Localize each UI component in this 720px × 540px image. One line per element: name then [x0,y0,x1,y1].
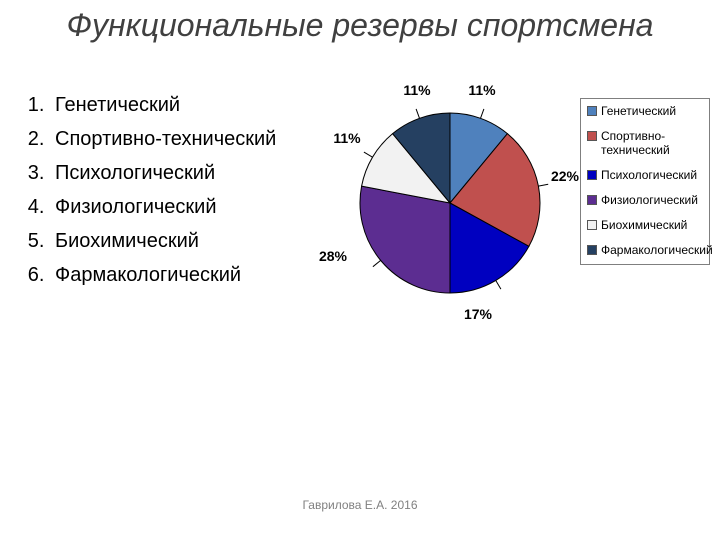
legend-label: Генетический [601,105,676,118]
legend-box: Генетический Спортивно-технический Психо… [580,98,710,264]
pie-slice-label: 17% [464,306,492,322]
legend-label: Биохимический [601,219,687,232]
legend-label: Физиологический [601,194,698,207]
legend-column: Генетический Спортивно-технический Психо… [580,88,720,264]
list-column: Генетический Спортивно-технический Психо… [0,88,310,292]
list-item: Биохимический [50,224,310,258]
legend-item: Биохимический [587,219,705,232]
list-item: Психологический [50,156,310,190]
legend-swatch [587,170,597,180]
pie-slice-label: 22% [551,168,579,184]
legend-swatch [587,195,597,205]
slide: Функциональные резервы спортсмена Генети… [0,0,720,540]
leader-line [481,109,484,118]
list-item: Генетический [50,88,310,122]
slide-body: Генетический Спортивно-технический Психо… [0,88,720,308]
legend-label: Психологический [601,169,697,182]
legend-swatch [587,106,597,116]
legend-label: Фармакологический [601,244,713,257]
legend-item: Спортивно-технический [587,130,705,156]
leader-line [416,109,419,118]
legend-item: Физиологический [587,194,705,207]
list-item: Фармакологический [50,258,310,292]
legend-item: Фармакологический [587,244,705,257]
leader-line [496,281,501,290]
legend-swatch [587,131,597,141]
leader-line [538,184,548,186]
legend-label: Спортивно-технический [601,130,705,156]
pie-slice-label: 11% [468,82,495,98]
legend-swatch [587,220,597,230]
list-item: Спортивно-технический [50,122,310,156]
slide-title: Функциональные резервы спортсмена [0,0,720,43]
list-item: Физиологический [50,190,310,224]
footer-credit: Гаврилова Е.А. 2016 [0,498,720,512]
reserves-list: Генетический Спортивно-технический Психо… [10,88,310,292]
leader-line [364,152,373,157]
pie-slice-label: 28% [319,248,347,264]
chart-column: 11%22%17%28%11%11% [310,88,580,308]
pie-slice [360,186,450,293]
legend-swatch [587,245,597,255]
pie-chart: 11%22%17%28%11%11% [345,98,555,308]
pie-slice-label: 11% [333,130,360,146]
pie-slice-label: 11% [403,82,430,98]
legend-item: Психологический [587,169,705,182]
leader-line [373,261,381,267]
legend-item: Генетический [587,105,705,118]
pie-svg [345,98,555,308]
